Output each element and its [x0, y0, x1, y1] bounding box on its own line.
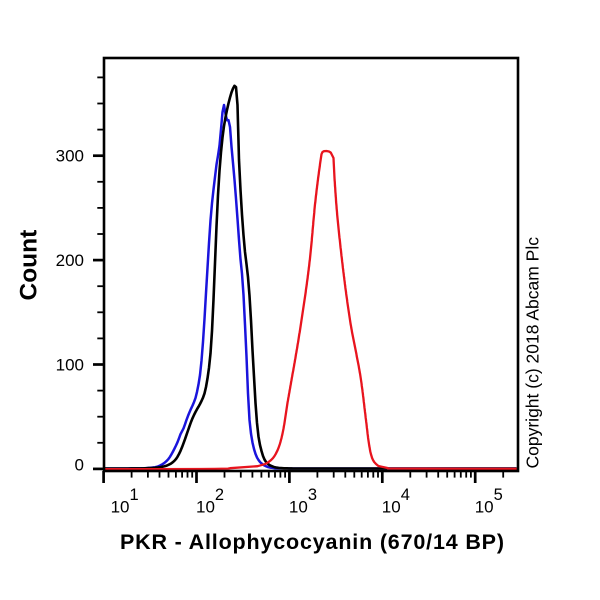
svg-text:0: 0 — [75, 456, 84, 475]
svg-text:100: 100 — [56, 355, 84, 374]
svg-text:200: 200 — [56, 251, 84, 270]
svg-text:PKR - Allophycocyanin (670/14: PKR - Allophycocyanin (670/14 BP) — [120, 530, 504, 554]
svg-text:300: 300 — [56, 147, 84, 166]
svg-text:Copyright (c) 2018 Abcam Plc: Copyright (c) 2018 Abcam Plc — [523, 237, 543, 469]
svg-text:Count: Count — [16, 230, 43, 301]
